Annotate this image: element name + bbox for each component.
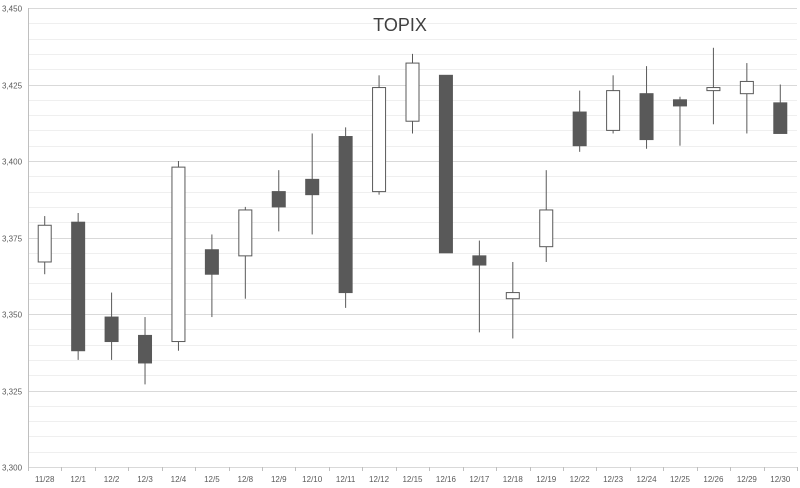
candle: [71, 213, 86, 360]
x-tick-label: 12/8: [238, 475, 254, 484]
candle-body-down: [204, 249, 219, 275]
candle-body-up: [372, 87, 387, 193]
candle-body-down: [438, 74, 453, 254]
candle: [639, 66, 654, 149]
candle-body-down: [271, 191, 286, 208]
y-tick-label: 3,400: [2, 158, 23, 167]
candle-body-down: [773, 102, 788, 134]
y-tick-label: 3,450: [2, 5, 23, 14]
candle: [171, 161, 186, 351]
candle: [606, 75, 621, 134]
candle: [305, 133, 320, 235]
candle-body-down: [138, 334, 153, 364]
candle: [104, 292, 119, 360]
candle-body-down: [572, 111, 587, 147]
x-tick-label: 12/22: [570, 475, 591, 484]
x-tick-label: 12/15: [402, 475, 423, 484]
candle: [238, 206, 253, 299]
x-tick-label: 12/29: [737, 475, 758, 484]
x-tick-label: 12/25: [670, 475, 691, 484]
candle: [773, 84, 788, 134]
x-tick-label: 12/26: [703, 475, 724, 484]
x-tick-label: 12/11: [336, 475, 356, 484]
candle-body-down: [672, 99, 687, 107]
y-tick-label: 3,300: [2, 464, 23, 473]
candle-body-up: [706, 87, 721, 92]
x-tick-label: 12/18: [503, 475, 524, 484]
x-tick-label: 12/10: [302, 475, 323, 484]
candle: [739, 63, 754, 134]
candle: [438, 74, 453, 254]
x-tick-label: 12/4: [171, 475, 187, 484]
y-tick-label: 3,350: [2, 311, 23, 320]
candle-body-up: [606, 90, 621, 131]
candle: [138, 317, 153, 385]
candle: [405, 53, 420, 134]
x-tick-label: 12/12: [369, 475, 390, 484]
candle-body-down: [104, 316, 119, 343]
candle-body-down: [472, 255, 487, 266]
candle-body-down: [305, 178, 320, 196]
candle-body-up: [238, 209, 253, 257]
candle: [706, 47, 721, 125]
x-tick-label: 11/28: [35, 475, 55, 484]
x-tick-label: 12/5: [204, 475, 220, 484]
candle: [472, 240, 487, 333]
x-tick-label: 12/3: [137, 475, 153, 484]
candle: [271, 170, 286, 232]
candle: [572, 90, 587, 152]
y-tick-label: 3,425: [2, 82, 23, 91]
candle: [539, 170, 554, 262]
candle-body-up: [37, 224, 52, 263]
candle-body-up: [505, 292, 520, 300]
y-tick-label: 3,325: [2, 388, 23, 397]
candle-body-down: [71, 221, 86, 352]
x-tick-label: 12/9: [271, 475, 287, 484]
candle: [672, 96, 687, 146]
candle-body-up: [539, 209, 554, 248]
x-tick-label: 12/24: [637, 475, 658, 484]
x-tick-label: 12/23: [603, 475, 624, 484]
candle-body-up: [405, 62, 420, 122]
x-tick-label: 12/16: [436, 475, 457, 484]
x-tick-label: 12/17: [469, 475, 490, 484]
x-tick-label: 12/2: [104, 475, 120, 484]
candle: [505, 261, 520, 339]
chart-title: TOPIX: [373, 15, 427, 35]
axis-layer: 3,300 3,325 3,350 3,375 3,400 3,425 3,450 11/28…: [2, 5, 798, 484]
y-tick-label: 3,375: [2, 235, 23, 244]
x-tick-label: 12/19: [536, 475, 557, 484]
candle-body-up: [739, 80, 754, 95]
candle-layer: [37, 47, 788, 385]
candle-body-down: [338, 136, 353, 294]
candle: [204, 234, 219, 318]
candle: [372, 75, 387, 195]
candle-body-up: [171, 166, 186, 343]
x-tick-label: 12/1: [70, 475, 86, 484]
candle: [338, 127, 353, 308]
candle-body-down: [639, 93, 654, 141]
candle: [37, 216, 52, 275]
x-tick-label: 12/30: [770, 475, 791, 484]
